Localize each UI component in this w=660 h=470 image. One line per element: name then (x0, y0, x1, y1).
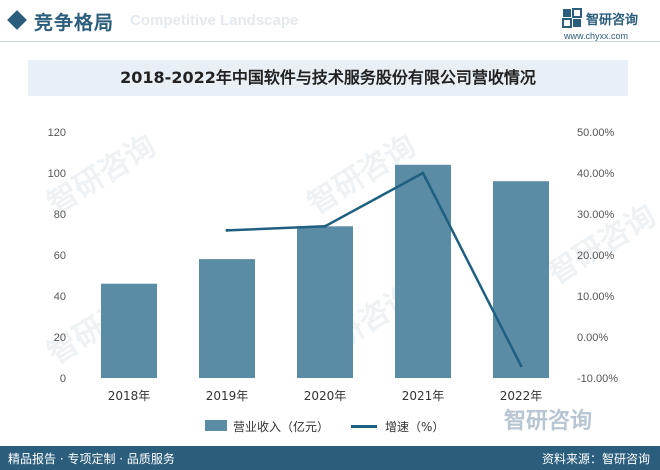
diamond-icon (7, 10, 27, 30)
line-point (519, 364, 523, 368)
brand-url: www.chyxx.com (564, 31, 629, 41)
bar (101, 283, 157, 378)
brand-name: 智研咨询 (586, 13, 639, 28)
line-point (225, 228, 229, 232)
left-tick-label: 20 (54, 332, 66, 344)
growth-line (226, 171, 523, 367)
footer-source: 资料来源：智研咨询 (541, 452, 650, 466)
right-tick-label: 0.00% (577, 332, 608, 344)
category-label: 2019年 (206, 389, 249, 403)
left-tick-label: 80 (54, 209, 66, 221)
combo-chart: 0 20 40 60 80 100 120 -10.00% 0.00% 10.00% 20.00%… (48, 127, 619, 403)
left-tick-label: 100 (48, 168, 66, 180)
x-axis: 2018年 2019年 2020年 2021年 2022年 (108, 389, 543, 403)
right-tick-label: 30.00% (577, 209, 615, 221)
right-axis: -10.00% 0.00% 10.00% 20.00% 30.00% 40.00% 50.0… (577, 127, 618, 385)
bar (395, 164, 451, 378)
legend-bar-label: 营业收入（亿元） (233, 420, 330, 434)
footer-tagline: 精品报告 · 专项定制 · 品质服务 (8, 452, 175, 466)
bar (199, 259, 255, 378)
footer-bar: 精品报告 · 专项定制 · 品质服务 资料来源：智研咨询 (0, 446, 660, 470)
left-tick-label: 120 (48, 127, 66, 139)
bar-series (101, 164, 549, 378)
category-label: 2022年 (500, 389, 543, 403)
legend-bar-swatch (205, 420, 227, 431)
category-label: 2020年 (304, 389, 347, 403)
bar (297, 226, 353, 378)
category-label: 2018年 (108, 389, 151, 403)
header-divider (0, 41, 660, 42)
chart-title: 2018-2022年中国软件与技术服务股份有限公司营收情况 (120, 68, 536, 87)
line-series (225, 171, 523, 368)
right-tick-label: 40.00% (577, 168, 615, 180)
left-tick-label: 40 (54, 291, 66, 303)
section-subtitle: Competitive Landscape (130, 12, 299, 29)
legend-line-swatch (351, 425, 377, 428)
right-tick-label: 10.00% (577, 291, 615, 303)
left-axis: 0 20 40 60 80 100 120 (48, 127, 66, 385)
footer-logo: 智研咨询 (504, 409, 593, 434)
section-title: 竞争格局 (34, 12, 115, 34)
line-point (421, 171, 425, 175)
page-header: 竞争格局 Competitive Landscape (0, 0, 660, 44)
brand-mark-icon (562, 8, 582, 28)
bar (493, 181, 549, 378)
chart-title-band: 2018-2022年中国软件与技术服务股份有限公司营收情况 (28, 60, 628, 96)
right-tick-label: 50.00% (577, 127, 615, 139)
left-tick-label: 60 (54, 250, 66, 262)
left-tick-label: 0 (60, 373, 66, 385)
brand-logo: 智研咨询 www.chyxx.com (562, 8, 654, 42)
right-tick-label: 20.00% (577, 250, 615, 262)
category-label: 2021年 (402, 389, 445, 403)
line-point (323, 224, 327, 228)
right-tick-label: -10.00% (577, 373, 618, 385)
legend-line-label: 增速（%） (385, 420, 445, 434)
